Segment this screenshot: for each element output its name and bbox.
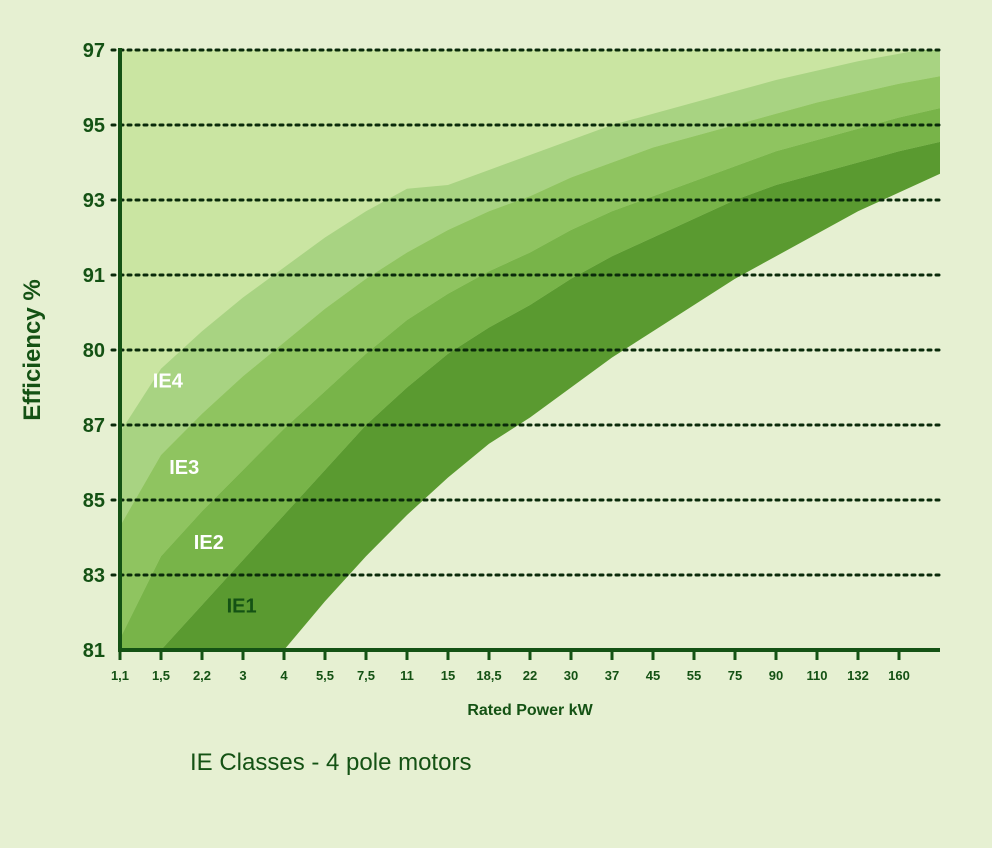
x-tick-label: 1,1	[111, 668, 129, 683]
chart-title: IE Classes - 4 pole motors	[190, 749, 471, 776]
x-tick-label: 55	[687, 668, 701, 683]
x-tick-label: 7,5	[357, 668, 375, 683]
x-tick-label: 3	[239, 668, 246, 683]
y-tick-label: 83	[83, 565, 105, 587]
x-tick-label: 110	[807, 668, 828, 683]
x-tick-label: 18,5	[476, 668, 501, 683]
y-axis-label: Efficiency %	[19, 279, 46, 420]
y-tick-label: 80	[83, 340, 105, 362]
x-tick-label: 90	[769, 668, 783, 683]
x-tick-label: 5,5	[316, 668, 334, 683]
x-tick-label: 160	[888, 668, 910, 683]
x-tick-label: 22	[523, 668, 537, 683]
y-tick-label: 81	[83, 640, 105, 662]
x-tick-label: 4	[280, 668, 288, 683]
y-tick-label: 91	[83, 265, 105, 287]
chart-svg: 81 83 85 87 80 91 93 95 97 1,1 1,5 2,2 3 4 5,5 7,5 11 15 1…	[0, 0, 992, 848]
series-label: IE1	[227, 596, 257, 618]
x-tick-label: 1,5	[152, 668, 170, 683]
y-tick-label: 85	[83, 490, 105, 512]
x-tick-label: 75	[728, 668, 742, 683]
x-tick-label: 132	[847, 668, 869, 683]
series-label: IE4	[153, 371, 184, 393]
x-tick-label: 45	[646, 668, 660, 683]
efficiency-chart: 81 83 85 87 80 91 93 95 97 1,1 1,5 2,2 3 4 5,5 7,5 11 15 1…	[0, 0, 992, 848]
y-tick-label: 95	[83, 115, 105, 137]
x-tick-label: 11	[400, 668, 414, 683]
y-tick-label: 87	[83, 415, 105, 437]
x-tick-label: 15	[441, 668, 455, 683]
series-label: IE2	[194, 532, 224, 554]
x-tick-label: 2,2	[193, 668, 211, 683]
series-label: IE3	[169, 457, 199, 479]
x-tick-label: 37	[605, 668, 619, 683]
x-axis-label: Rated Power kW	[467, 702, 593, 719]
y-tick-label: 97	[83, 40, 105, 62]
x-tick-label: 30	[564, 668, 578, 683]
y-tick-label: 93	[83, 190, 105, 212]
